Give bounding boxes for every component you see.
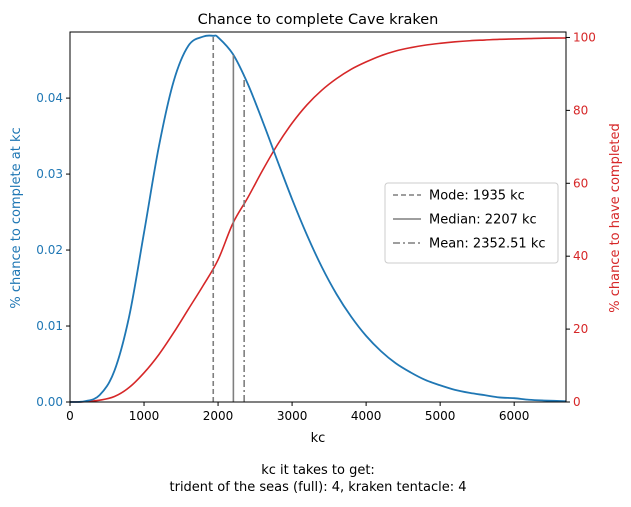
right-y-tick-label: 60 [573,176,588,190]
plot-frame [69,31,567,403]
legend-entry: Mean: 2352.51 kc [429,237,546,252]
footer-line-1: kc it takes to get: [261,463,375,478]
plot-area [69,31,567,403]
x-tick-label: 1000 [129,409,160,423]
x-tick-label: 5000 [425,409,456,423]
x-tick-label: 0 [66,409,74,423]
cdf-series-line [69,37,567,403]
left-y-tick-label: 0.02 [36,243,63,257]
x-tick-label: 3000 [277,409,308,423]
pmf-series-line [69,34,567,403]
legend-entry: Mode: 1935 kc [429,189,525,204]
x-tick-label: 2000 [203,409,234,423]
left-y-axis-label: % chance to complete at kc [9,127,24,308]
legend: Mode: 1935 kc Median: 2207 kc Mean: 2352.5… [384,182,559,264]
chart-title: Chance to complete Cave kraken [198,12,439,28]
left-y-tick-label: 0.04 [36,91,63,105]
x-tick-label: 4000 [351,409,382,423]
right-y-tick-label: 20 [573,322,588,336]
x-axis: 0 1000 2000 3000 4000 5000 6000 [66,402,529,423]
right-y-axis-label: % chance to have completed [608,123,623,313]
x-axis-label: kc [311,431,326,446]
left-y-axis: 0.00 0.01 0.02 0.03 0.04 [36,91,70,409]
legend-entry: Median: 2207 kc [429,213,537,228]
right-y-tick-label: 0 [573,395,581,409]
legend-box [384,182,559,264]
right-y-tick-label: 40 [573,249,588,263]
left-y-tick-label: 0.03 [36,167,63,181]
right-y-tick-label: 80 [573,103,588,117]
x-tick-label: 6000 [499,409,530,423]
footer-line-2: trident of the seas (full): 4, kraken te… [170,480,467,495]
right-y-tick-label: 100 [573,30,596,44]
left-y-tick-label: 0.01 [36,319,63,333]
right-y-axis: 0 20 40 60 80 100 [566,30,596,409]
left-y-tick-label: 0.00 [36,395,63,409]
